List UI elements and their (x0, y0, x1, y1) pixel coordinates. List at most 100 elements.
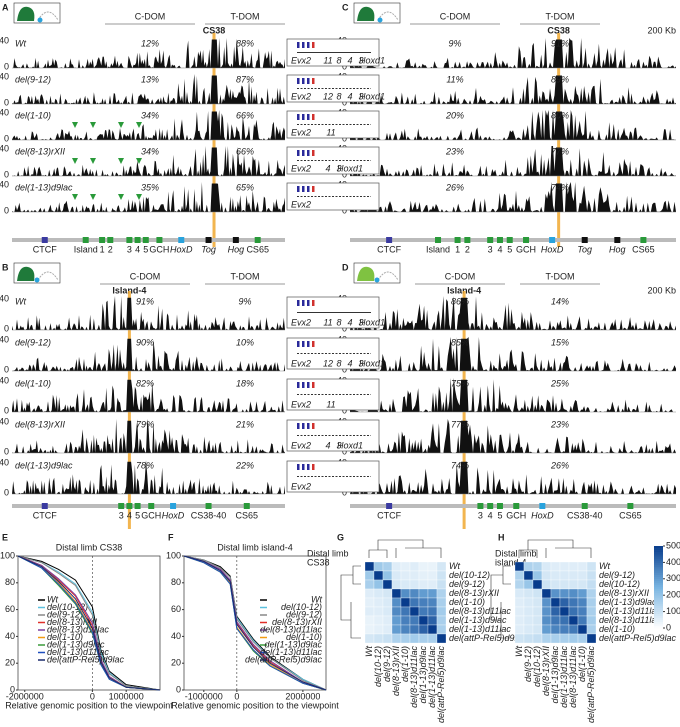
panel-label: D (342, 262, 349, 272)
icon-locus (37, 17, 43, 23)
panel-label: H (498, 532, 505, 542)
track-ytick: 0 (342, 169, 347, 179)
schematic-gene (312, 382, 315, 388)
heatmap-cell (586, 597, 597, 608)
domain-label: C-DOM (445, 271, 476, 281)
chart-title: Distal limb (495, 548, 537, 558)
cdom-percent: 82% (136, 378, 154, 388)
cdom-percent: 86% (451, 296, 469, 306)
annotation-label: CS38-40 (191, 510, 227, 520)
track-ytick: 40 (0, 416, 9, 426)
heatmap-cell (523, 615, 534, 626)
heatmap-cell (550, 579, 561, 590)
signal-track (12, 379, 285, 412)
heatmap-cell (373, 579, 384, 590)
y-tick-label: 100 (166, 550, 181, 560)
track-name: del(1-13)d9lac (15, 460, 73, 470)
heatmap-cell (409, 570, 420, 581)
chart-title: Distal limb (307, 548, 349, 558)
annotation-label: Tog (577, 244, 592, 254)
heatmap-cell (409, 579, 420, 590)
schematic-label: 4 (325, 440, 330, 450)
schematic-label: 3 (336, 440, 341, 450)
colorbar-step (654, 591, 663, 594)
track-ytick: 0 (342, 323, 347, 333)
deletion-marker (72, 122, 78, 128)
annotation-label: 3 (478, 510, 483, 520)
legend-label: Wt (47, 594, 58, 604)
annotation-block (640, 237, 647, 243)
heatmap-cell (436, 588, 447, 599)
heatmap-cell (436, 633, 447, 644)
viewpoint-label: Island-4 (447, 285, 481, 295)
annotation-block (232, 237, 239, 243)
tdom-percent: 89% (551, 74, 569, 84)
schematic-gene (312, 150, 315, 156)
colorbar-label: 200 (666, 590, 680, 600)
heatmap-cell (577, 633, 588, 644)
heatmap-cell (436, 570, 447, 581)
heatmap-cell (400, 570, 411, 581)
schematic-gene (312, 42, 315, 48)
deletion-marker (72, 194, 78, 200)
annotation-block (134, 503, 141, 509)
heatmap-cell (391, 615, 402, 626)
row-label: del(1-13)d11lac (449, 624, 511, 634)
x-tick-label: 2000000 (285, 691, 320, 701)
schematic-gene (297, 423, 300, 429)
heatmap-cell (559, 570, 570, 581)
signal-track (12, 182, 285, 212)
heatmap-cell (514, 561, 525, 572)
icon-locus (377, 17, 383, 23)
heatmap-cell (541, 633, 552, 644)
annotation-label: 5 (507, 244, 512, 254)
annotation-block (41, 237, 48, 243)
heatmap-cell (373, 624, 384, 635)
row-label: del(8-13)rXII (599, 588, 650, 598)
track-ytick: 0 (4, 405, 9, 415)
colorbar-step (654, 609, 663, 612)
colorbar-step (654, 556, 663, 559)
deletion-marker (72, 158, 78, 164)
annotation-block (496, 503, 503, 509)
schematic-label: 3 (358, 91, 363, 101)
signal-track (350, 75, 676, 104)
heatmap-cell (400, 624, 411, 635)
annotation-label: Hog (228, 244, 245, 254)
x-tick-label: -2000000 (6, 691, 44, 701)
cdom-percent: 23% (445, 146, 464, 156)
legend-label: del(9-12) (47, 609, 83, 619)
y-tick-label: 100 (0, 550, 15, 560)
annotation-label: 5 (497, 510, 502, 520)
annotation-label: CS65 (236, 510, 259, 520)
schematic-label: 4 (347, 358, 352, 368)
heatmap-cell (550, 624, 561, 635)
track-ytick: 0 (342, 97, 347, 107)
heatmap-cell (436, 597, 447, 608)
schematic-gene (297, 150, 300, 156)
colorbar-step (654, 554, 663, 557)
signal-track (12, 38, 285, 68)
panel-label: C (342, 2, 349, 12)
annotation-label: HoxD (170, 244, 193, 254)
annotation-block (126, 237, 133, 243)
track-ytick: 0 (4, 487, 9, 497)
annotation-label: Tog (201, 244, 216, 254)
annotation-label: Island (74, 244, 98, 254)
track-ytick: 40 (0, 179, 9, 189)
x-tick-label: 1000000 (109, 691, 144, 701)
tdom-percent: 9% (238, 296, 251, 306)
track-ytick: 0 (342, 446, 347, 456)
heatmap-cell (409, 606, 420, 617)
dendrogram (340, 565, 361, 639)
column-label: del(8-13)rXII (391, 646, 401, 697)
annotation-block (156, 237, 163, 243)
signal-track (12, 110, 285, 140)
tdom-percent: 87% (236, 74, 254, 84)
schematic-gene (297, 341, 300, 347)
colorbar-step (654, 572, 663, 575)
row-label: del(1-13)d9lac (599, 597, 657, 607)
track-ytick: 40 (0, 107, 9, 117)
colorbar-step (654, 566, 663, 569)
row-label: del(10-12) (449, 570, 490, 580)
